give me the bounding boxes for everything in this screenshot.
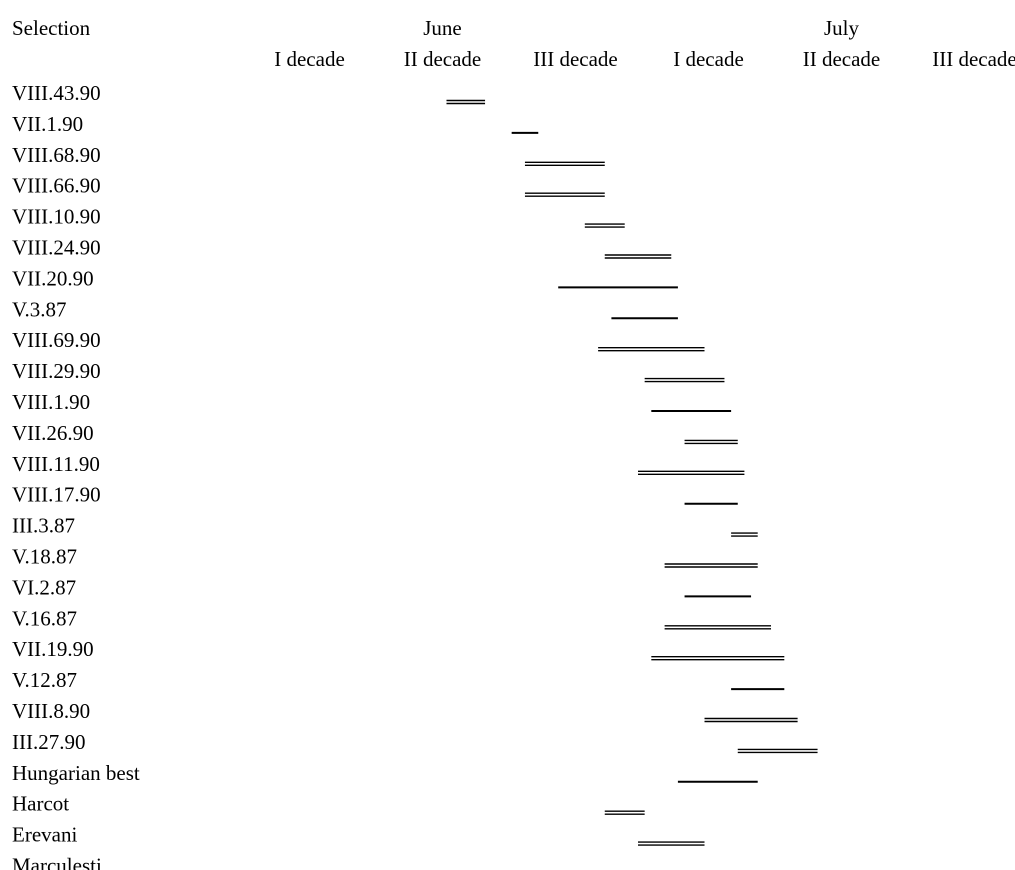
selection-label: VIII.11.90	[12, 452, 100, 476]
month-label: June	[423, 16, 462, 40]
month-headers: June July	[423, 16, 859, 40]
period-bar	[704, 717, 798, 723]
period-bar	[651, 656, 785, 661]
selection-label: VIII.43.90	[12, 81, 101, 105]
selection-label: V.16.87	[12, 606, 77, 630]
period-bar	[664, 625, 772, 630]
selection-label: VII.26.90	[12, 421, 94, 445]
period-bar	[604, 254, 672, 259]
decade-label: II decade	[803, 47, 881, 71]
selection-label: VI.2.87	[12, 575, 76, 599]
month-label: July	[824, 16, 860, 40]
period-bar	[598, 347, 705, 352]
selection-rows: VIII.43.90 VII.1.90 VIII.68.90 VIII.66.90 VI…	[12, 81, 140, 870]
selection-label: V.12.87	[12, 668, 77, 692]
period-bar	[684, 439, 738, 445]
period-bar	[524, 161, 605, 167]
selection-label: VIII.66.90	[12, 174, 101, 198]
selection-label: Erevani	[12, 823, 77, 847]
selection-label: VIII.17.90	[12, 483, 101, 507]
period-bar	[638, 841, 705, 846]
selection-label: III.3.87	[12, 514, 75, 538]
decade-label: III decade	[533, 47, 618, 71]
period-bar	[664, 563, 758, 568]
selection-label: VII.1.90	[12, 112, 83, 136]
selection-label: VIII.69.90	[12, 328, 101, 352]
selection-label: VII.19.90	[12, 637, 94, 661]
selection-label: VIII.10.90	[12, 205, 101, 229]
period-bar	[446, 99, 486, 105]
period-bar	[524, 192, 605, 197]
selection-label: Hungarian best	[12, 761, 140, 785]
selection-label: VII.20.90	[12, 266, 94, 290]
selection-label: VIII.1.90	[12, 390, 90, 414]
period-bars	[446, 99, 818, 846]
period-bar	[731, 532, 758, 537]
selection-label: Harcot	[12, 792, 69, 816]
decade-label: I decade	[673, 47, 744, 71]
decade-label: I decade	[274, 47, 345, 71]
period-bar	[638, 470, 745, 475]
period-bar	[584, 223, 625, 228]
period-bar	[604, 810, 645, 815]
selection-label: VIII.68.90	[12, 143, 101, 167]
selection-label: V.3.87	[12, 297, 66, 321]
decade-label: III decade	[932, 47, 1015, 71]
row-header-label: Selection	[12, 16, 91, 40]
period-headers: I decade II decade III decade I decade II de…	[274, 47, 1015, 71]
period-bar	[737, 748, 818, 754]
decade-label: II decade	[404, 47, 482, 71]
selection-label: Marculesti	[12, 854, 102, 870]
selection-label: VIII.29.90	[12, 359, 101, 383]
selection-label: VIII.8.90	[12, 699, 90, 723]
selection-label: III.27.90	[12, 730, 85, 754]
period-bar	[644, 377, 725, 383]
selection-label: V.18.87	[12, 545, 77, 569]
selection-label: VIII.24.90	[12, 236, 101, 260]
